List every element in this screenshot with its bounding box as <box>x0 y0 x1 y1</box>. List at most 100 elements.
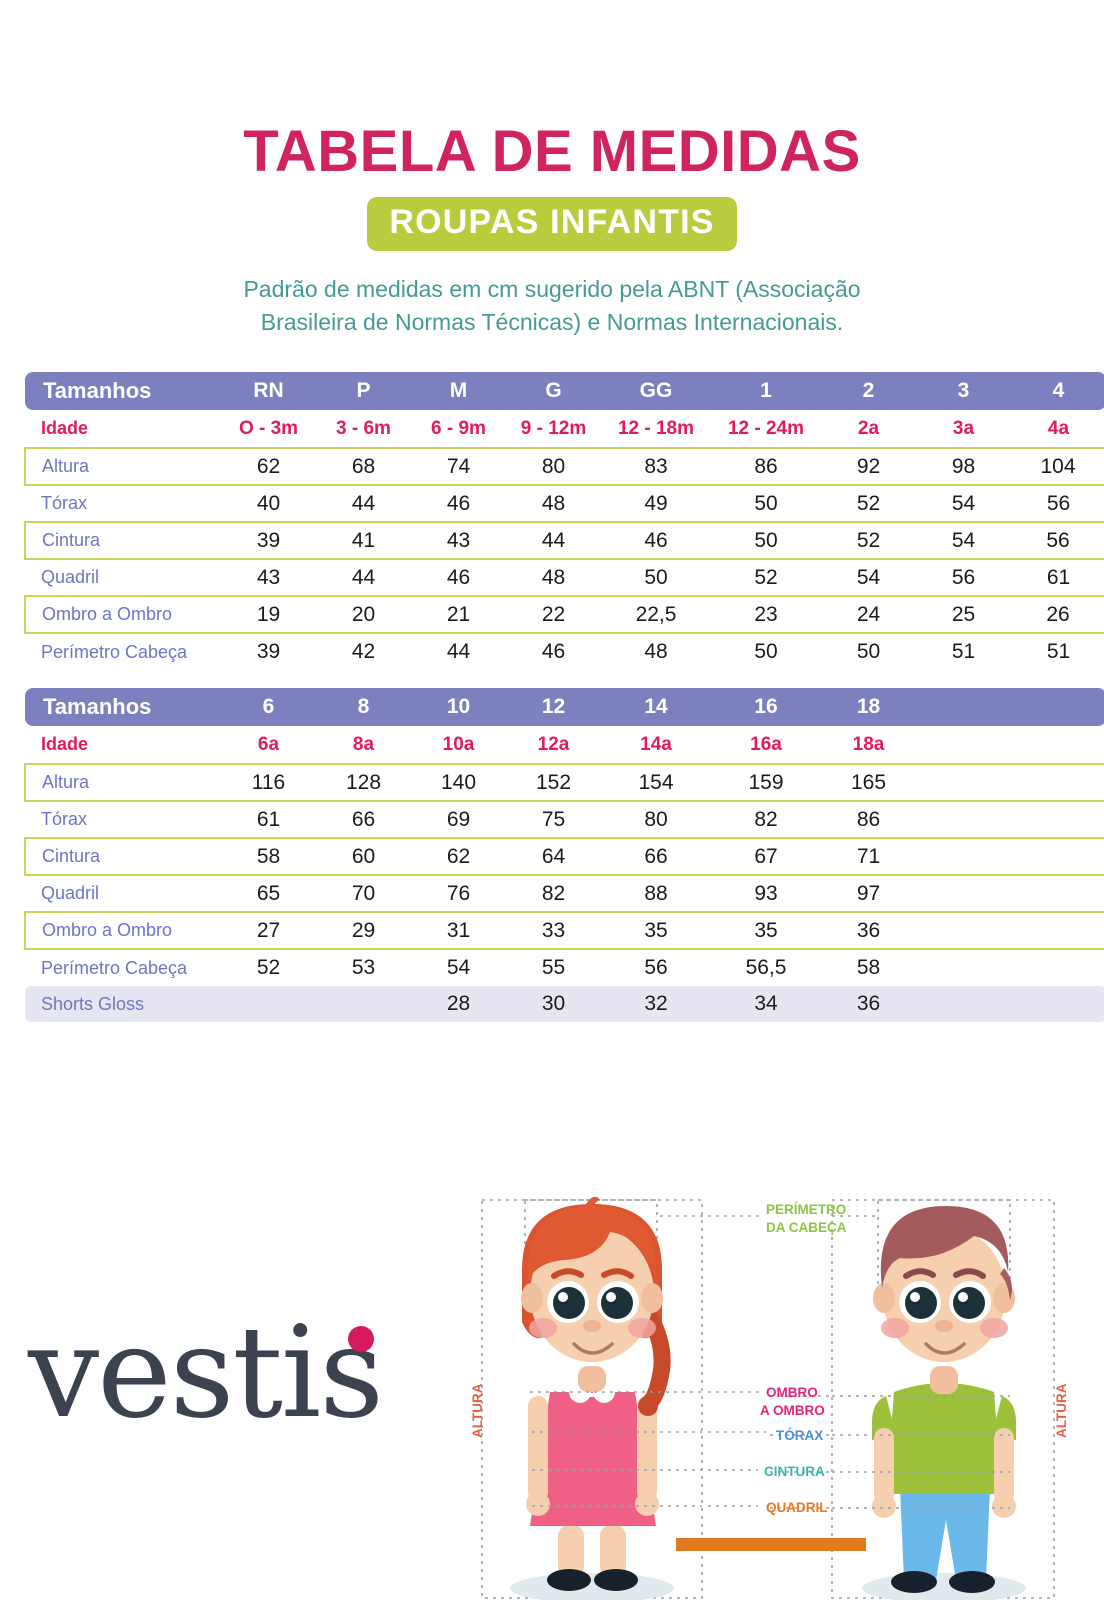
table-1-size-1: P <box>316 372 411 411</box>
table-2-r1-c4: 80 <box>644 807 668 831</box>
table-2-r4-c7 <box>916 911 1011 951</box>
table-2-r2-c0: 58 <box>221 837 316 877</box>
table-1-r5-c2: 44 <box>446 640 471 664</box>
table-2-size-label: Tamanhos <box>25 688 221 727</box>
category-badge: ROUPAS INFANTIS <box>367 196 737 251</box>
table-1-size-4: GG <box>601 372 711 411</box>
table-1-r3-c5: 52 <box>754 565 778 589</box>
table-2-r5-c0: 52 <box>256 956 281 980</box>
table-1-age-4: 12 - 18m <box>617 417 695 439</box>
table-2-row-5-label: Perímetro Cabeça <box>41 957 188 978</box>
table-1-size-5: 1 <box>711 372 821 411</box>
table-1-r0-c4: 83 <box>601 447 711 487</box>
table-2-r2-c2: 62 <box>411 837 506 877</box>
table-2-r0-c8 <box>1011 763 1104 803</box>
table-1-r4-c1: 20 <box>316 595 411 635</box>
table-1-r1-c6: 52 <box>856 491 881 515</box>
table-row: Tórax 61 66 69 75 80 82 86 <box>25 801 1104 838</box>
table-2-r0-c2: 140 <box>411 763 506 803</box>
table-2-row-0-label: Altura <box>24 763 221 803</box>
table-1-r0-c2: 74 <box>411 447 506 487</box>
table-2-r0-c7 <box>916 763 1011 803</box>
table-2-r2-c1: 60 <box>316 837 411 877</box>
table-row: Cintura 58 60 62 64 66 67 71 <box>24 837 1104 877</box>
table-2-sh-c8 <box>1011 986 1104 1023</box>
table-2-r4-c1: 29 <box>316 911 411 951</box>
table-row: Quadril 43 44 46 48 50 52 54 56 61 <box>25 559 1104 596</box>
table-1-row-0-label: Altura <box>24 447 221 487</box>
table-1-r3-c2: 46 <box>446 565 471 589</box>
table-1-r5-c1: 42 <box>351 640 376 664</box>
measurements-table-2-wrap: Tamanhos 6 8 10 12 14 16 18 Idade 6a 8a … <box>24 688 1104 1023</box>
table-1-r3-c1: 44 <box>351 565 376 589</box>
table-1-row-4-label: Ombro a Ombro <box>24 595 221 635</box>
table-2-age-6: 18a <box>852 733 885 755</box>
measurements-table-2: Tamanhos 6 8 10 12 14 16 18 Idade 6a 8a … <box>24 688 1104 1023</box>
table-row: Altura 62 68 74 80 83 86 92 98 104 <box>24 447 1104 487</box>
table-2-size-3: 12 <box>506 688 601 727</box>
table-2-r0-c0: 116 <box>221 763 316 803</box>
table-1-r2-c3: 44 <box>506 521 601 561</box>
size-chart-page: TABELA DE MEDIDAS ROUPAS INFANTIS Padrão… <box>0 119 1104 1600</box>
table-1-row-2-label: Cintura <box>24 521 221 561</box>
table-2-age-label: Idade <box>41 734 89 755</box>
table-1-r1-c7: 54 <box>951 491 976 515</box>
table-row: Ombro a Ombro 19 20 21 22 22,5 23 24 25 … <box>24 595 1104 635</box>
table-1-r2-c0: 39 <box>221 521 316 561</box>
table-1-row-3-label: Quadril <box>41 567 100 588</box>
table-1-age-2: 6 - 9m <box>431 417 486 439</box>
table-1-r0-c7: 98 <box>916 447 1011 487</box>
table-2-age-4: 14a <box>640 733 672 755</box>
table-2-r3-c5: 93 <box>754 881 778 905</box>
table-1-r2-c6: 52 <box>821 521 916 561</box>
label-shoulder-line1: OMBRO <box>766 1385 818 1400</box>
table-row: Perímetro Cabeça 39 42 44 46 48 50 50 51… <box>25 633 1104 670</box>
table-2-r3-c1: 70 <box>351 881 376 905</box>
table-row: Ombro a Ombro 27 29 31 33 35 35 36 <box>24 911 1104 951</box>
page-title: TABELA DE MEDIDAS <box>243 119 861 184</box>
table-2-r5-c4: 56 <box>644 956 668 980</box>
table-2-r4-c6: 36 <box>821 911 916 951</box>
table-2-size-7 <box>916 688 1011 727</box>
table-2-shorts-label: Shorts Gloss <box>25 986 221 1023</box>
table-1-r2-c5: 50 <box>711 521 821 561</box>
table-1-r5-c0: 39 <box>256 640 281 664</box>
table-1-r1-c5: 50 <box>754 491 778 515</box>
table-2-sh-c5: 34 <box>711 986 821 1023</box>
table-2-r1-c8 <box>1011 801 1104 838</box>
table-2-r1-c5: 82 <box>754 807 778 831</box>
table-2-r4-c2: 31 <box>411 911 506 951</box>
table-1-r4-c0: 19 <box>221 595 316 635</box>
table-2-sh-c6: 36 <box>821 986 916 1023</box>
table-1-r0-c0: 62 <box>221 447 316 487</box>
table-1-size-7: 3 <box>916 372 1011 411</box>
table-1-header-row: Tamanhos RN P M G GG 1 2 3 4 <box>25 372 1104 411</box>
label-waist: CINTURA <box>764 1464 825 1479</box>
label-height-right: ALTURA <box>1054 1383 1069 1438</box>
table-1-r3-c0: 43 <box>256 565 281 589</box>
table-1-size-3: G <box>506 372 601 411</box>
table-1-r0-c6: 92 <box>821 447 916 487</box>
label-hip: QUADRIL <box>766 1500 828 1515</box>
table-2-age-0: 6a <box>257 733 280 755</box>
table-1-age-7: 3a <box>952 417 975 439</box>
table-2-size-4: 14 <box>601 688 711 727</box>
table-2-r4-c4: 35 <box>601 911 711 951</box>
table-1-r0-c3: 80 <box>506 447 601 487</box>
table-2-age-1: 8a <box>352 733 375 755</box>
table-1-r5-c7: 51 <box>951 640 976 664</box>
table-2-row-2-label: Cintura <box>24 837 221 877</box>
table-2-r1-c2: 69 <box>446 807 471 831</box>
table-2-size-5: 16 <box>711 688 821 727</box>
table-2-age-2: 10a <box>442 733 475 755</box>
brand-logo-text: vestis <box>28 1299 384 1446</box>
table-2-sh-c2: 28 <box>411 986 506 1023</box>
table-1-r3-c4: 50 <box>644 565 668 589</box>
table-1-r2-c2: 43 <box>411 521 506 561</box>
table-row: Tórax 40 44 46 48 49 50 52 54 56 <box>25 485 1104 522</box>
label-chest: TÓRAX <box>776 1428 823 1443</box>
table-1-r4-c2: 21 <box>411 595 506 635</box>
subtitle-badge-wrap: ROUPAS INFANTIS <box>0 196 1104 251</box>
table-1-r4-c6: 24 <box>821 595 916 635</box>
table-1-row-5-label: Perímetro Cabeça <box>41 641 188 662</box>
